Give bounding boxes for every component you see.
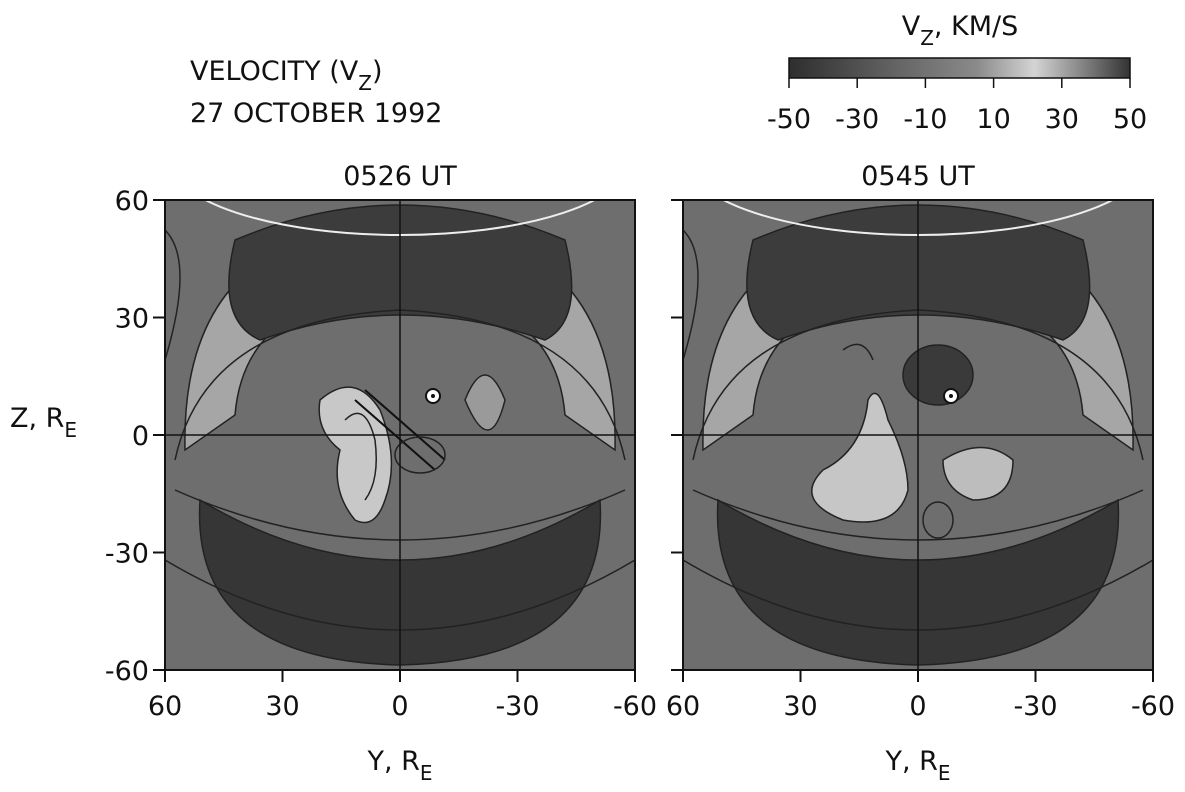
colorbar-tick-label: 50	[1113, 104, 1147, 135]
x-axis-label-text: Y, R	[884, 746, 937, 777]
y-axis-label-text: Z, R	[10, 403, 64, 434]
x-tick-label: 60	[666, 691, 700, 722]
panel-field	[165, 200, 635, 670]
y-tick-label: 60	[115, 186, 149, 217]
y-tick-label: 30	[115, 304, 149, 335]
colorbar-tick-label: 10	[976, 104, 1010, 135]
y-tick-label: 0	[132, 421, 149, 452]
x-tick-label: -60	[613, 691, 657, 722]
y-tick-label: -30	[105, 539, 149, 570]
x-axis-label: Y, RE	[366, 746, 432, 785]
panel-title: 0545 UT	[861, 161, 975, 192]
x-axis-label-subscript: E	[420, 761, 433, 785]
x-tick-label: -30	[1013, 691, 1057, 722]
figure-date: 27 OCTOBER 1992	[190, 98, 442, 129]
x-tick-label: 30	[783, 691, 817, 722]
x-tick-label: 30	[265, 691, 299, 722]
colorbar-tick-label: -50	[767, 104, 811, 135]
y-tick-label: -60	[105, 656, 149, 687]
x-tick-label: 0	[391, 691, 408, 722]
x-axis-label-text: Y, R	[366, 746, 419, 777]
x-axis-label: Y, RE	[884, 746, 950, 785]
panel-title: 0526 UT	[343, 161, 457, 192]
x-axis-label-subscript: E	[938, 761, 951, 785]
y-axis-label: Z, RE	[10, 403, 77, 442]
x-tick-label: 0	[909, 691, 926, 722]
colorbar-label-text: , KM/S	[934, 11, 1018, 42]
title-text: VELOCITY (V	[190, 56, 359, 87]
x-tick-label: -60	[1131, 691, 1175, 722]
title-subscript: Z	[358, 71, 372, 95]
colorbar-tick-label: -10	[903, 104, 947, 135]
colorbar-label-subscript: Z	[920, 26, 934, 50]
x-tick-label: 60	[148, 691, 182, 722]
y-axis-label-subscript: E	[64, 418, 77, 442]
colorbar-tick-label: -30	[835, 104, 879, 135]
panel-field	[683, 200, 1153, 670]
figure-title: VELOCITY (VZ)	[190, 56, 383, 95]
title-text: )	[372, 56, 383, 87]
x-tick-label: -30	[495, 691, 539, 722]
colorbar-label-text: V	[902, 11, 921, 42]
colorbar-tick-label: 30	[1045, 104, 1079, 135]
colorbar	[788, 57, 1131, 79]
colorbar-label: VZ, KM/S	[902, 11, 1019, 50]
